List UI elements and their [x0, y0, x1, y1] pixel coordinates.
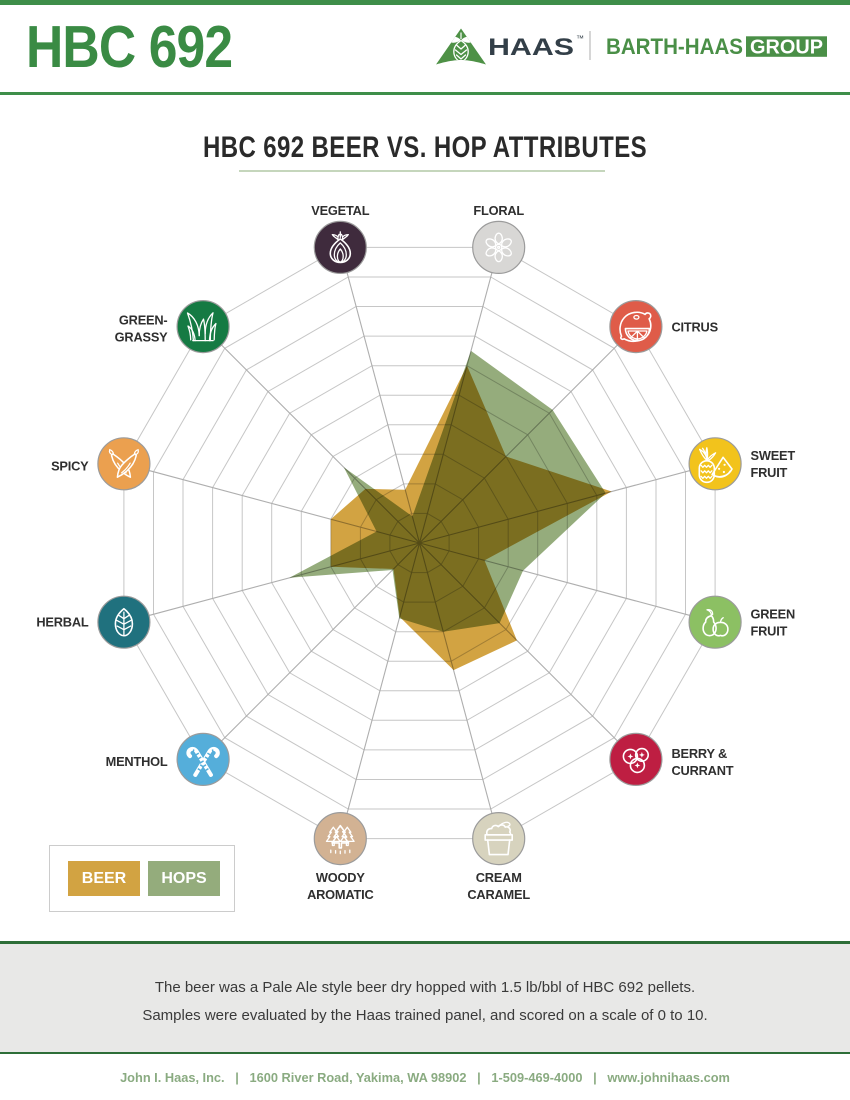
svg-text:HERBAL: HERBAL	[36, 615, 89, 630]
svg-text:™: ™	[576, 34, 584, 43]
svg-text:HAAS: HAAS	[488, 34, 574, 61]
svg-text:VEGETAL: VEGETAL	[311, 203, 369, 218]
svg-text:GROUP: GROUP	[750, 37, 823, 59]
svg-text:BERRY &CURRANT: BERRY & CURRANT	[672, 746, 734, 778]
svg-text:CITRUS: CITRUS	[672, 320, 719, 335]
svg-text:SPICY: SPICY	[51, 459, 89, 474]
svg-text:FLORAL: FLORAL	[473, 203, 524, 218]
svg-text:BARTH-HAAS: BARTH-HAAS	[606, 34, 743, 59]
svg-text:GREEN-GRASSY: GREEN-GRASSY	[115, 313, 169, 345]
svg-text:MENTHOL: MENTHOL	[106, 754, 168, 769]
